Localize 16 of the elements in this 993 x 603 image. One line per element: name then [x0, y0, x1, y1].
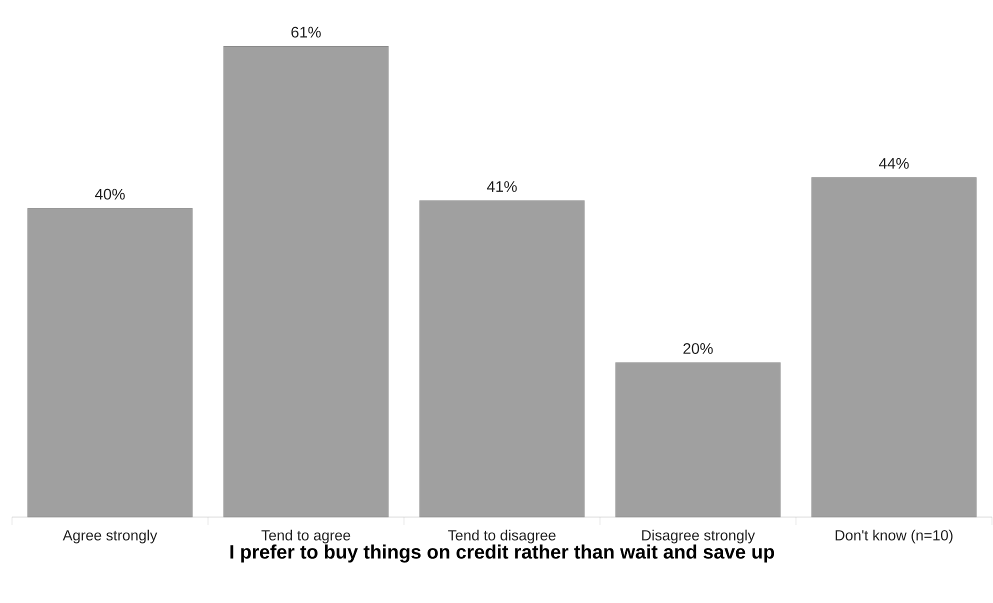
- data-label: 20%: [683, 343, 713, 354]
- x-tick-label: Agree strongly: [62, 530, 158, 544]
- bar: [223, 46, 389, 518]
- bar: [615, 362, 781, 518]
- x-tick-label: Disagree strongly: [642, 530, 755, 544]
- bar: [419, 200, 585, 518]
- data-label: 61%: [291, 26, 321, 38]
- data-label: 40%: [95, 188, 125, 200]
- x-tick-label: Tend to agree: [261, 530, 350, 544]
- data-label: 44%: [879, 158, 909, 169]
- bar: [27, 208, 193, 518]
- x-tick-label: Tend to disagree: [448, 530, 556, 544]
- bar: [811, 177, 977, 518]
- x-tick-label: Don't know (n=10): [836, 530, 953, 544]
- x-axis-title: I prefer to buy things on credit rather than wait and save up: [230, 544, 774, 563]
- data-label: 41%: [487, 181, 517, 192]
